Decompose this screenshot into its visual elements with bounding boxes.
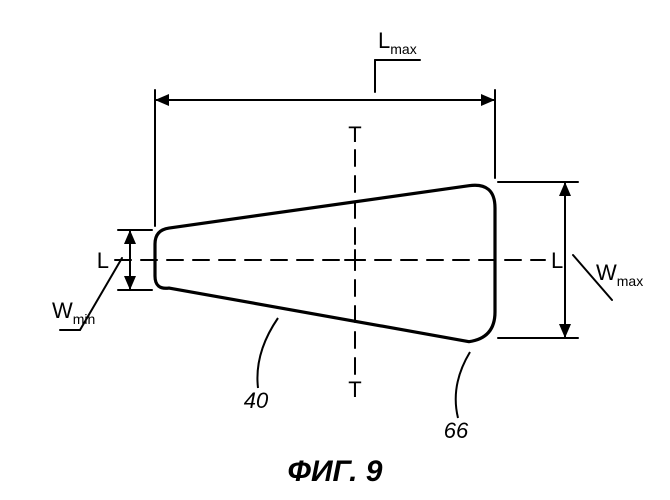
axis-l-label-left: L — [97, 248, 109, 273]
axis-t-label-top: T — [348, 122, 361, 147]
ref-66-leader — [456, 352, 470, 418]
axis-l-label-right: L — [551, 248, 563, 273]
axis-t-label-bottom: T — [348, 377, 361, 402]
ref-40-label: 40 — [244, 388, 269, 413]
wmax-label: Wmax — [596, 260, 643, 289]
figure-caption: ФИГ. 9 — [0, 455, 670, 489]
lmax-label: Lmax — [378, 28, 417, 57]
wmin-label: Wmin — [52, 298, 95, 327]
ref-66-label: 66 — [444, 418, 469, 443]
trapezoid-shape — [155, 185, 495, 341]
ref-40-leader — [257, 318, 278, 388]
